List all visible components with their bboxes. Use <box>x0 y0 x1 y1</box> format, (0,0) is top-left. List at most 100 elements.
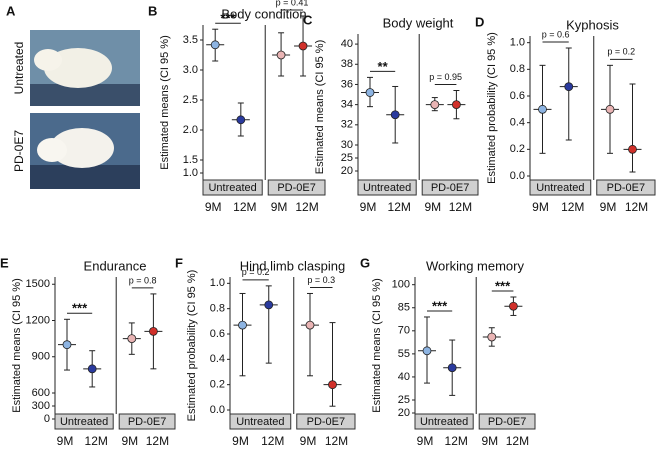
panel-title: Working memory <box>426 258 525 273</box>
group-box <box>421 179 479 196</box>
y-tick-label: 25 <box>398 394 410 406</box>
panel: E Endurance Estimated means (CI 95 %) 600 90… <box>0 255 176 448</box>
y-tick-label: 0.4 <box>210 353 225 365</box>
y-tick-label: 1.0 <box>210 277 225 289</box>
group-label: Untreated <box>60 416 108 428</box>
mean-point <box>87 364 97 374</box>
y-tick-label: 0.2 <box>510 143 525 155</box>
panel-letter: D <box>475 14 484 29</box>
group-label: PD-0E7 <box>307 416 346 428</box>
y-tick-label: 3.0 <box>183 64 198 76</box>
x-tick-label: 12M <box>295 200 318 214</box>
x-tick-label: 9M <box>417 434 434 448</box>
x-tick-label: 12M <box>449 200 472 214</box>
y-axis-label: Estimated probability (CI 95 %) <box>486 32 498 184</box>
mean-point <box>127 334 137 344</box>
mean-point <box>238 320 247 330</box>
panel-title: Endurance <box>84 258 147 273</box>
x-tick-label: 9M <box>481 434 498 448</box>
significance-label: *** <box>220 11 236 26</box>
x-tick-label: 9M <box>360 200 377 214</box>
group-label: Untreated <box>536 182 584 194</box>
y-axis-label: Estimated means (CI 95 %) <box>314 40 326 175</box>
panel-title: Body weight <box>383 15 454 30</box>
y-axis-label: Estimated means (CI 95 %) <box>11 278 23 413</box>
y-tick-label: 1500 <box>26 278 50 290</box>
photo-label: PD-0E7 <box>12 130 26 172</box>
group-box <box>478 413 536 430</box>
x-tick-label: 9M <box>271 200 288 214</box>
y-tick-label: 0.8 <box>210 303 225 315</box>
mean-point <box>605 104 615 114</box>
y-tick-label: 900 <box>32 351 50 363</box>
y-tick-label: 32 <box>341 119 353 131</box>
group-box <box>229 413 292 430</box>
panel-letter: C <box>303 12 313 27</box>
significance-label: *** <box>72 301 88 316</box>
y-tick-label: 0.4 <box>510 117 525 129</box>
significance-label: p = 0.2 <box>242 267 270 277</box>
panel: D Kyphosis Estimated probability (CI 95 %)… <box>475 14 656 214</box>
y-tick-label: 1.0 <box>510 37 525 49</box>
group-box <box>202 179 263 196</box>
significance-label: *** <box>495 278 511 293</box>
x-tick-label: 9M <box>600 200 617 214</box>
y-tick-label: 55 <box>398 348 410 360</box>
y-tick-label: 25 <box>341 152 353 164</box>
mean-point <box>328 380 337 390</box>
y-tick-label: 40 <box>341 38 353 50</box>
mean-point <box>390 110 400 120</box>
significance-label: p = 0.3 <box>307 275 335 285</box>
mean-point <box>538 104 547 114</box>
significance-label: ** <box>378 59 389 74</box>
x-tick-label: 9M <box>232 434 249 448</box>
photo-floor <box>30 165 140 189</box>
y-tick-label: 0.0 <box>210 404 225 416</box>
mean-point <box>447 363 457 373</box>
y-tick-label: 2.5 <box>183 94 198 106</box>
panel-title: Kyphosis <box>566 17 619 32</box>
x-tick-label: 12M <box>85 434 108 448</box>
x-tick-label: 9M <box>205 200 222 214</box>
y-tick-label: 0.8 <box>510 63 525 75</box>
y-tick-label: 40 <box>398 371 410 383</box>
y-tick-label: 38 <box>341 58 353 70</box>
x-tick-label: 9M <box>121 434 138 448</box>
significance-label: p = 0.6 <box>542 29 570 39</box>
group-label: Untreated <box>420 416 468 428</box>
panel-title: Hind limb clasping <box>240 258 346 273</box>
group-box <box>118 413 176 430</box>
group-box <box>596 179 656 196</box>
x-tick-label: 12M <box>445 434 468 448</box>
y-tick-label: 1.5 <box>183 154 198 166</box>
group-label: PD-0E7 <box>431 182 470 194</box>
significance-label: p = 0.8 <box>129 275 157 285</box>
group-box <box>54 413 114 430</box>
y-tick-label: 300 <box>32 400 50 412</box>
group-label: PD-0E7 <box>277 182 316 194</box>
mean-point <box>451 100 461 110</box>
mean-point <box>148 326 158 336</box>
group-box <box>357 179 417 196</box>
x-tick-label: 12M <box>506 434 529 448</box>
group-box <box>267 179 326 196</box>
panel: F Hind limb clasping Estimated probability… <box>175 255 356 448</box>
y-tick-label: 100 <box>392 279 410 291</box>
x-tick-label: 9M <box>532 200 549 214</box>
y-tick-label: 0.2 <box>210 379 225 391</box>
group-box <box>529 179 592 196</box>
mean-point <box>422 346 432 356</box>
x-tick-label: 9M <box>424 200 441 214</box>
group-label: PD-0E7 <box>128 416 167 428</box>
significance-label: p = 0.2 <box>607 47 635 57</box>
significance-label: p = 0.95 <box>429 72 462 82</box>
group-box <box>414 413 474 430</box>
mean-point <box>430 100 440 110</box>
mean-point <box>487 332 497 342</box>
mean-point <box>305 320 315 330</box>
photo-label: Untreated <box>12 42 26 95</box>
y-tick-label: 36 <box>341 78 353 90</box>
group-label: Untreated <box>236 416 284 428</box>
significance-label: *** <box>432 298 448 313</box>
